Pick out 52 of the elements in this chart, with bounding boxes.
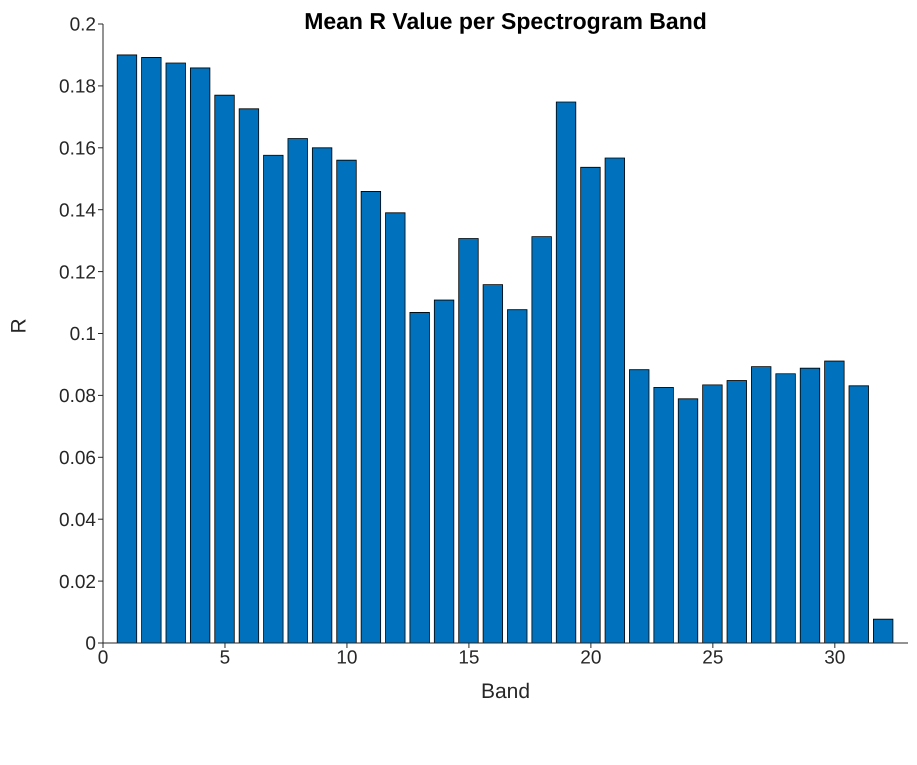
y-tick-label: 0.16 [59,138,96,160]
bar [141,57,162,643]
x-tick-label: 30 [824,647,846,668]
bar [653,386,674,643]
bar [336,160,357,643]
y-tick-label: 0.18 [59,76,96,98]
bar [507,309,528,643]
bar [482,284,504,643]
y-tick-label: 0.2 [70,14,96,36]
bar [848,385,869,643]
bar [288,138,308,643]
bar [190,68,210,643]
bar [166,62,186,643]
bar [238,108,260,643]
bar [629,369,650,643]
bar [410,312,430,643]
y-tick-label: 0.14 [59,200,96,222]
bar [556,102,576,643]
bar [214,94,235,643]
chart-title: Mean R Value per Spectrogram Band [303,8,708,35]
bar [580,166,601,643]
bar [824,360,845,643]
bar [702,384,723,643]
y-tick-label: 0.02 [59,572,96,593]
x-tick-label: 25 [702,647,724,668]
bar [385,212,406,643]
bar [312,147,332,643]
bar [531,236,552,643]
y-axis-title: R [7,318,30,334]
bar [116,54,138,643]
bar [800,368,820,643]
bar [678,398,698,643]
bar [604,158,625,643]
y-tick-label: 0.1 [70,324,96,346]
x-tick-label: 5 [220,647,230,668]
bar [458,238,479,643]
y-tick-label: 0.04 [59,510,96,531]
bar [263,154,284,643]
y-tick-label: 0.08 [59,386,96,408]
bar [360,191,382,643]
bar [751,366,772,643]
bar [726,380,747,643]
x-tick-label: 10 [336,647,358,668]
bar [775,373,796,643]
x-axis-title: Band [480,680,530,703]
y-tick-label: 0.06 [59,448,96,470]
x-tick-label: 15 [458,647,480,668]
y-tick-label: 0.12 [59,262,96,284]
x-tick-label: 20 [580,647,602,668]
bar [873,618,894,643]
bar [434,300,454,643]
y-tick-label: 0 [85,634,96,655]
